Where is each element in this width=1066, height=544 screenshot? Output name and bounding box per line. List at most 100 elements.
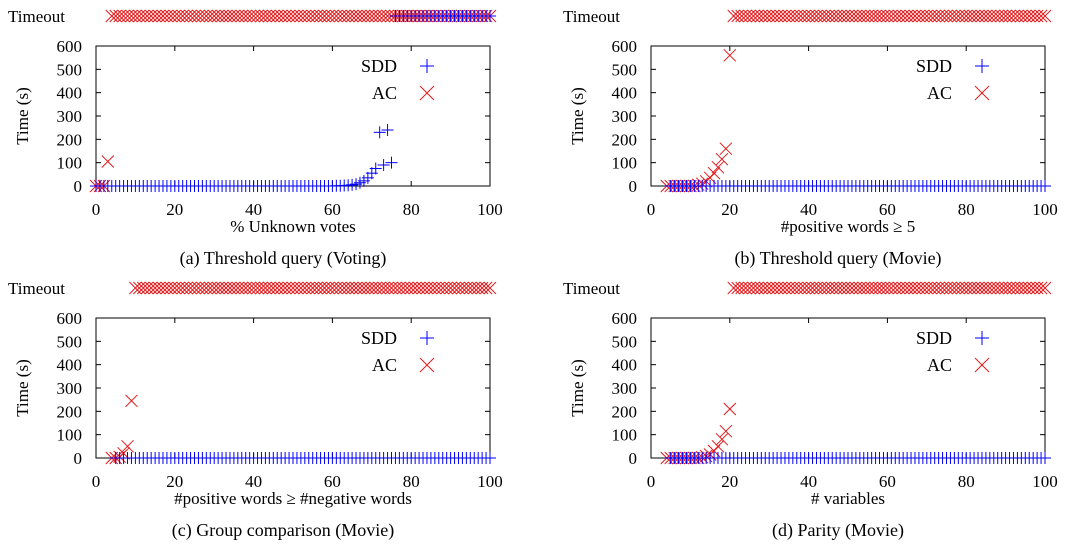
y-tick-label: 500 (612, 332, 638, 351)
plot-frame (95, 45, 491, 187)
subplot-b: 0 100 200 300 400 500 600 0 20 40 60 80 100 #positive… (563, 7, 1058, 269)
x-axis-label: # variables (811, 489, 885, 508)
y-tick-label: 300 (612, 379, 638, 398)
y-tick-label: 200 (612, 130, 638, 149)
x-tick-label: 80 (958, 472, 975, 491)
ac-point-b (715, 432, 729, 446)
y-tick-label: 200 (57, 402, 83, 421)
ac-point (719, 142, 733, 156)
y-tick-label: 500 (612, 60, 638, 79)
sdd-timeout-point (484, 10, 496, 22)
ac-point (719, 424, 733, 438)
ac-point (707, 166, 721, 180)
plot-frame (650, 45, 1046, 187)
ac-point-b (723, 48, 737, 62)
sdd-point (369, 162, 382, 175)
y-tick-label: 100 (57, 154, 83, 173)
ac-timeout-point (1038, 281, 1052, 295)
x-tick-label: 60 (324, 472, 341, 491)
legend-marker-ac (419, 357, 435, 373)
legend-marker-sdd (420, 59, 434, 73)
sdd-point (381, 124, 394, 136)
x-tick-label: 40 (800, 472, 817, 491)
x-tick-label: 0 (647, 200, 656, 219)
x-tick-label: 80 (403, 472, 420, 491)
x-tick-label: 60 (324, 200, 341, 219)
timeout-label: Timeout (8, 7, 65, 26)
x-tick-label: 100 (477, 472, 503, 491)
ac-point-b (723, 402, 737, 416)
ac-timeout-point-b (479, 281, 493, 295)
y-tick-label: 200 (57, 130, 83, 149)
y-tick-label: 100 (612, 154, 638, 173)
legend-marker-sdd (975, 331, 989, 345)
sdd-point (385, 156, 398, 169)
legend-marker-ac-b (974, 85, 990, 101)
y-tick-label: 600 (57, 37, 83, 56)
y-tick-label: 300 (612, 107, 638, 126)
ac-point-b (707, 166, 721, 180)
sdd-point (1039, 452, 1051, 464)
ac-point (101, 155, 115, 168)
legend-marker-ac (419, 85, 435, 101)
ac-point (121, 439, 134, 453)
ac-timeout-point-b (1034, 9, 1048, 23)
sdd-point (377, 159, 390, 171)
x-axis-label: #positive words ≥ 5 (781, 217, 915, 236)
x-tick-label: 40 (245, 472, 262, 491)
legend-label: SDD (916, 328, 952, 348)
x-tick-label: 80 (958, 200, 975, 219)
x-tick-label: 80 (403, 200, 420, 219)
subplot-c: 0 100 200 300 400 500 600 0 20 40 60 80 100 #positive… (8, 279, 503, 541)
legend-marker-ac (974, 357, 990, 373)
y-axis-label: Time (s) (13, 359, 32, 416)
x-tick-label: 40 (800, 200, 817, 219)
x-tick-label: 100 (1032, 200, 1058, 219)
subplot-caption: (a) Threshold query (Voting) (180, 248, 387, 269)
y-tick-label: 600 (57, 309, 83, 328)
ac-point (715, 152, 729, 166)
ac-point (723, 402, 737, 416)
legend-label: SDD (916, 56, 952, 76)
x-tick-label: 0 (92, 472, 101, 491)
ac-point (711, 160, 725, 174)
ac-point-b (719, 424, 733, 438)
x-tick-label: 0 (647, 472, 656, 491)
x-tick-label: 60 (879, 200, 896, 219)
x-tick-label: 20 (721, 472, 738, 491)
ac-timeout-point-b (483, 281, 497, 295)
x-tick-label: 20 (166, 200, 183, 219)
x-tick-label: 100 (477, 200, 503, 219)
subplot-caption: (b) Threshold query (Movie) (734, 248, 941, 269)
x-tick-label: 0 (92, 200, 101, 219)
x-axis-label: #positive words ≥ #negative words (174, 489, 412, 508)
ac-timeout-point (1038, 9, 1052, 23)
y-axis-label: Time (s) (13, 87, 32, 144)
y-tick-label: 0 (74, 449, 83, 468)
ac-timeout-point-b (1034, 281, 1048, 295)
y-tick-label: 400 (57, 84, 83, 103)
y-tick-label: 400 (57, 356, 83, 375)
legend-label: SDD (361, 56, 397, 76)
ac-point-b (711, 160, 725, 174)
sdd-point (1039, 180, 1051, 192)
timeout-label: Timeout (563, 7, 620, 26)
y-tick-label: 100 (612, 426, 638, 445)
subplot-caption: (c) Group comparison (Movie) (172, 520, 394, 541)
legend-marker-ac-b (419, 357, 435, 373)
timeout-label: Timeout (8, 279, 65, 298)
sdd-point (373, 126, 386, 139)
y-tick-label: 300 (57, 107, 83, 126)
ac-point (723, 48, 737, 62)
legend-label: AC (372, 355, 397, 375)
ac-point (711, 439, 725, 453)
subplot-d: 0 100 200 300 400 500 600 0 20 40 60 80 100 # variabl… (563, 279, 1058, 541)
y-tick-label: 0 (74, 177, 83, 196)
y-tick-label: 400 (612, 84, 638, 103)
y-tick-label: 300 (57, 379, 83, 398)
y-tick-label: 500 (57, 332, 83, 351)
ac-point-b (715, 152, 729, 166)
legend-marker-sdd (420, 331, 434, 345)
ac-timeout-point (483, 281, 497, 295)
